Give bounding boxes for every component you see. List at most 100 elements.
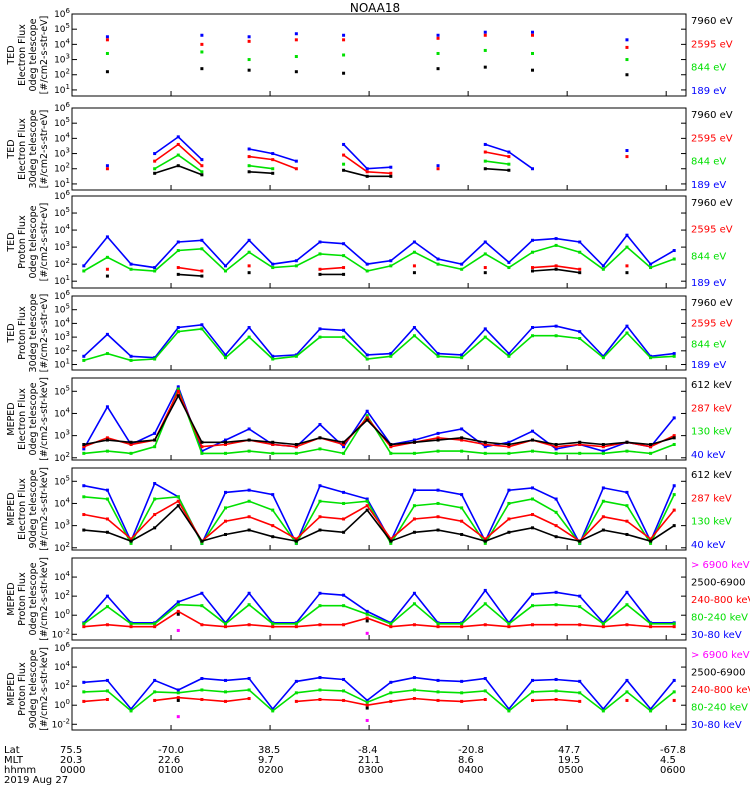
series-point	[365, 612, 369, 616]
series-point	[436, 449, 440, 453]
series-point	[436, 501, 440, 505]
series-point	[460, 532, 464, 536]
y-tick-label: 106	[54, 101, 70, 114]
series-point	[483, 442, 487, 446]
series-point	[649, 356, 653, 360]
legend-entry: 844 eV	[691, 63, 726, 74]
series-line	[155, 137, 627, 169]
series-point	[578, 451, 582, 455]
series-point	[224, 440, 227, 444]
series-point	[342, 698, 346, 702]
series-point	[436, 167, 440, 171]
series-point	[389, 699, 393, 703]
y-axis-label: 0deg telescope	[28, 18, 39, 91]
y-axis-label: 0deg telescope	[28, 382, 39, 455]
series-point	[531, 238, 534, 242]
series-line	[83, 384, 675, 453]
series-point	[247, 155, 251, 159]
series-point	[649, 262, 653, 266]
series-point	[318, 623, 322, 627]
y-axis-label: Proton Flux	[17, 306, 28, 360]
footer-value: 19.5	[558, 755, 581, 766]
series-point	[176, 240, 180, 244]
series-point	[271, 354, 275, 358]
series-point	[625, 45, 629, 49]
legend-entry: 287 keV	[691, 493, 732, 504]
series-point	[105, 530, 109, 534]
series-point	[105, 497, 109, 501]
series-point	[318, 688, 322, 692]
y-tick-label: 101	[54, 83, 70, 96]
series-point	[601, 449, 605, 453]
series-point	[342, 33, 346, 37]
series-point	[200, 445, 204, 449]
series-line	[83, 328, 675, 362]
footer-value: 8.6	[458, 755, 474, 766]
series-point	[82, 358, 86, 362]
series-point	[342, 530, 346, 534]
series-line	[83, 393, 675, 446]
footer-value: 20.3	[60, 755, 83, 766]
y-axis-label: 30deg telescope	[28, 109, 39, 188]
series-point	[531, 690, 534, 694]
series-point	[129, 262, 133, 266]
series-point	[483, 451, 487, 455]
y-tick-label: 105	[54, 22, 70, 35]
flux-panel-8: 10-2 100 102 104 106 MEPED Proton Flux 90deg te…	[6, 641, 750, 731]
series-point	[483, 150, 487, 154]
series-point	[365, 170, 369, 174]
series-point	[483, 335, 487, 339]
series-point	[224, 356, 227, 360]
series-point	[460, 679, 464, 683]
series-point	[389, 174, 393, 178]
series-point	[342, 440, 346, 444]
y-axis-label: MEPED	[6, 492, 17, 525]
series-point	[625, 623, 629, 627]
series-point	[531, 269, 534, 273]
series-point	[200, 158, 204, 162]
series-point	[625, 449, 629, 453]
y-tick-label: 104	[54, 406, 70, 419]
series-point	[554, 524, 558, 528]
legend-entry: 40 keV	[691, 540, 725, 551]
series-point	[531, 486, 534, 490]
series-point	[318, 436, 322, 440]
series-point	[105, 436, 109, 440]
series-point	[105, 38, 109, 42]
footer-value: 0200	[258, 765, 284, 776]
series-point	[460, 438, 464, 442]
y-axis-label: [#/cm2-s-str-keV]	[39, 647, 50, 731]
y-tick-label: 104	[54, 496, 70, 509]
series-point	[460, 519, 464, 523]
series-point	[271, 524, 275, 528]
panel-frame	[71, 377, 687, 461]
series-point	[342, 517, 346, 521]
series-point	[153, 698, 157, 702]
series-point	[389, 537, 393, 541]
series-point	[271, 357, 275, 361]
series-point	[224, 269, 227, 273]
series-point	[601, 451, 605, 455]
series-point	[342, 272, 346, 276]
series-point	[389, 165, 393, 169]
series-point	[412, 334, 416, 338]
series-point	[672, 508, 676, 512]
series-point	[247, 250, 251, 254]
series-point	[153, 445, 157, 449]
series-point	[105, 594, 109, 598]
series-point	[554, 237, 558, 241]
series-point	[318, 697, 322, 701]
series-line	[83, 689, 675, 712]
series-point	[672, 698, 676, 702]
series-point	[342, 242, 346, 246]
series-point	[271, 152, 275, 156]
footer-value: 0300	[358, 765, 384, 776]
series-point	[672, 257, 676, 261]
series-point	[625, 331, 629, 335]
series-point	[318, 528, 322, 532]
series-point	[507, 451, 511, 455]
series-point	[294, 70, 298, 74]
series-point	[105, 332, 109, 336]
panel-frame	[71, 107, 687, 191]
series-point	[625, 698, 629, 702]
